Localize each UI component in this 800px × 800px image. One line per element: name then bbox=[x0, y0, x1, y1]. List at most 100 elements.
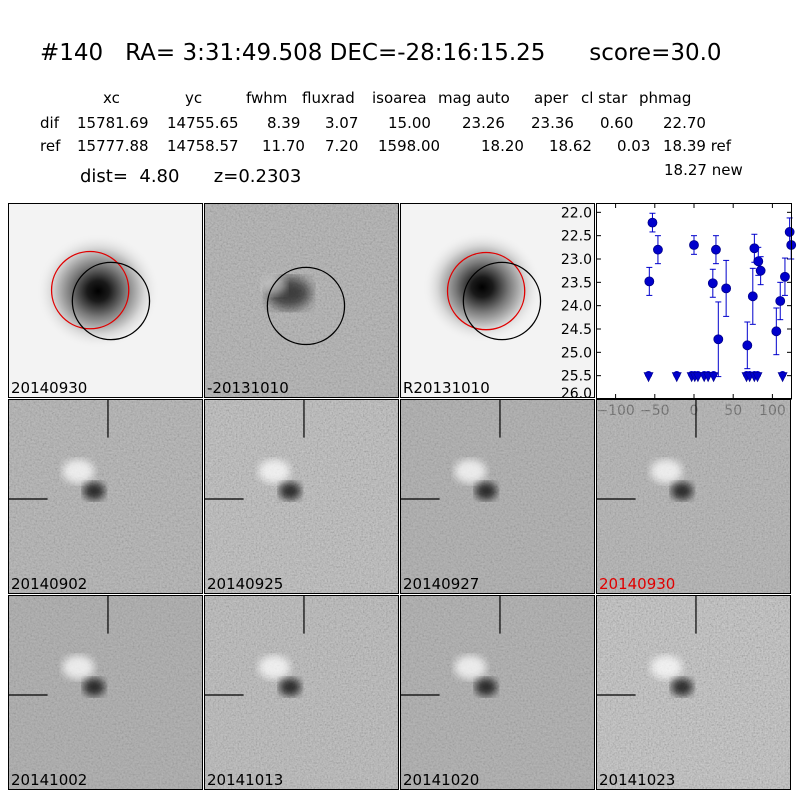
plot-frame bbox=[596, 203, 792, 399]
detection-point bbox=[647, 217, 658, 228]
value-aper: 23.36 bbox=[531, 114, 574, 132]
y-tick-label: 24.0 bbox=[561, 299, 592, 315]
stamp-image bbox=[401, 596, 594, 789]
image-panel-diff: -20131010 bbox=[204, 203, 399, 398]
stamp-panel: 20140925 bbox=[204, 399, 399, 594]
col-header-yc: yc bbox=[185, 89, 203, 107]
detection-point bbox=[707, 278, 718, 289]
stamp-panel: 20141002 bbox=[8, 595, 203, 790]
detection-point bbox=[771, 326, 782, 337]
detection-point bbox=[653, 244, 663, 255]
image-panel-reference: R20131010 bbox=[400, 203, 595, 398]
upper-limit-marker bbox=[708, 372, 719, 383]
value-xc: 15781.69 bbox=[77, 114, 149, 132]
y-tick-label: 23.0 bbox=[561, 252, 592, 268]
panel-date-label: 20140927 bbox=[403, 575, 480, 593]
panel-date-label: 20141002 bbox=[11, 771, 88, 789]
col-header-phmag: phmag bbox=[639, 89, 692, 107]
value-fwhm: 8.39 bbox=[267, 114, 301, 132]
stamp-image bbox=[9, 596, 202, 789]
col-header-magauto: mag auto bbox=[438, 89, 510, 107]
upper-limit-marker bbox=[752, 372, 763, 383]
value-xc: 15777.88 bbox=[77, 137, 149, 155]
detection-point bbox=[711, 244, 721, 255]
y-tick-label: 24.5 bbox=[561, 322, 592, 338]
red-aperture-circle bbox=[446, 251, 526, 331]
panel-date-label: 20141020 bbox=[403, 771, 480, 789]
upper-limit-marker bbox=[643, 372, 654, 383]
stamp-image bbox=[205, 596, 398, 789]
black-aperture-circle bbox=[71, 261, 151, 341]
value-magauto: 18.20 bbox=[481, 137, 524, 155]
detection-point bbox=[713, 334, 724, 345]
detection-point bbox=[742, 340, 753, 351]
row-label: ref bbox=[40, 137, 61, 155]
value-isoarea: 1598.00 bbox=[378, 137, 441, 155]
red-aperture-circle bbox=[50, 250, 130, 330]
stamp-image bbox=[597, 400, 790, 593]
panel-date-label: 20140925 bbox=[207, 575, 284, 593]
stamp-panel: 20141020 bbox=[400, 595, 595, 790]
value-fluxrad: 7.20 bbox=[325, 137, 359, 155]
black-aperture-circle bbox=[266, 266, 346, 346]
value-yc: 14755.65 bbox=[167, 114, 239, 132]
upper-limit-marker bbox=[671, 372, 682, 383]
y-tick-label: 26.0 bbox=[561, 386, 592, 402]
value-aper: 18.62 bbox=[549, 137, 592, 155]
stamp-panel: 20140927 bbox=[400, 399, 595, 594]
stamp-panel: 20140930 bbox=[596, 399, 791, 594]
y-tick-label: 23.5 bbox=[561, 275, 592, 291]
col-header-xc: xc bbox=[103, 89, 120, 107]
y-tick-label: 25.0 bbox=[561, 345, 592, 361]
value-clstar: 0.03 bbox=[617, 137, 651, 155]
upper-limit-marker bbox=[692, 372, 703, 383]
difference-image bbox=[205, 204, 398, 397]
image-panel-galaxy: 20140930 bbox=[8, 203, 203, 398]
col-header-isoarea: isoarea bbox=[372, 89, 427, 107]
panel-date-label: -20131010 bbox=[207, 379, 289, 397]
row-label: dif bbox=[40, 114, 59, 132]
y-tick-label: 22.0 bbox=[561, 205, 592, 221]
value-clstar: 0.60 bbox=[600, 114, 634, 132]
value-phmag: 22.70 bbox=[663, 114, 706, 132]
new-magnitude: 18.27 new bbox=[664, 161, 743, 179]
detection-point bbox=[775, 296, 786, 306]
stamp-image bbox=[597, 596, 790, 789]
panel-date-label: 20140930 bbox=[11, 379, 88, 397]
value-fluxrad: 3.07 bbox=[325, 114, 359, 132]
upper-limit-marker bbox=[777, 372, 788, 383]
distance-redshift: dist= 4.80 z=0.2303 bbox=[80, 166, 302, 187]
detection-point bbox=[721, 283, 732, 294]
y-tick-label: 25.5 bbox=[561, 369, 592, 385]
light-curve-chart: 22.022.523.023.524.024.525.025.526.0−100… bbox=[561, 203, 797, 419]
y-tick-label: 22.5 bbox=[561, 229, 592, 245]
col-header-fluxrad: fluxrad bbox=[302, 89, 355, 107]
reference-image bbox=[401, 204, 594, 397]
value-yc: 14758.57 bbox=[167, 137, 239, 155]
value-isoarea: 15.00 bbox=[388, 114, 431, 132]
detection-point bbox=[749, 243, 760, 254]
stamp-image bbox=[205, 400, 398, 593]
stamp-image bbox=[9, 400, 202, 593]
col-header-aper: aper bbox=[534, 89, 569, 107]
detection-point bbox=[784, 227, 795, 237]
value-fwhm: 11.70 bbox=[262, 137, 305, 155]
stamp-panel: 20141013 bbox=[204, 595, 399, 790]
col-header-clstar: cl star bbox=[581, 89, 628, 107]
value-phmag: 18.39 ref bbox=[663, 137, 732, 155]
panel-date-label: R20131010 bbox=[403, 379, 490, 397]
panel-date-label: 20141023 bbox=[599, 771, 676, 789]
detection-point bbox=[689, 240, 699, 250]
stamp-image bbox=[401, 400, 594, 593]
black-aperture-circle bbox=[462, 261, 542, 341]
detection-point bbox=[644, 276, 655, 287]
light-curve-svg: 22.022.523.023.524.024.525.025.526.0−100… bbox=[561, 203, 797, 419]
stamp-panel: 20141023 bbox=[596, 595, 791, 790]
detection-point bbox=[780, 271, 790, 282]
col-header-fwhm: fwhm bbox=[246, 89, 288, 107]
panel-date-label: 20140930 bbox=[599, 575, 676, 593]
stamp-panel: 20140902 bbox=[8, 399, 203, 594]
panel-date-label: 20141013 bbox=[207, 771, 284, 789]
detection-point bbox=[753, 256, 764, 267]
detection-point bbox=[755, 265, 766, 276]
